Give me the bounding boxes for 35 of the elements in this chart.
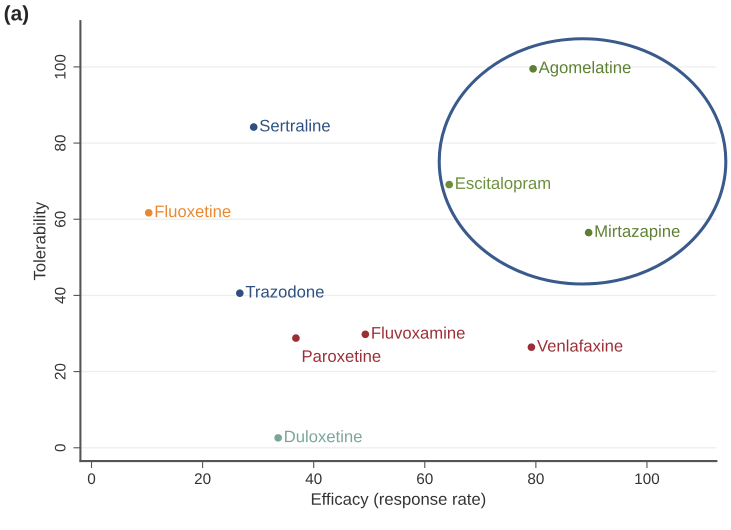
y-tick-label: 20 (54, 364, 66, 380)
x-tick-label: 40 (306, 473, 322, 484)
y-tick-label: 60 (54, 211, 66, 227)
x-tick-label: 0 (88, 473, 96, 484)
series-label: Sertraline (260, 119, 330, 132)
y-axis-title: Tolerability (33, 202, 49, 280)
y-tick-label: 80 (54, 135, 66, 151)
point (528, 343, 536, 352)
x-tick-label: 20 (194, 473, 211, 484)
point (445, 180, 454, 188)
x-axis-title: Efficacy (response rate) (312, 492, 486, 508)
series-label: Mirtazapine (596, 224, 680, 240)
x-tick-label: 100 (635, 473, 660, 484)
series-label: Venlafaxine (537, 339, 622, 352)
y-tick-label: 0 (54, 444, 66, 452)
point (584, 228, 592, 236)
point (362, 330, 370, 338)
chart-title: (a) (4, 5, 28, 25)
y-tick-label: 100 (54, 54, 66, 78)
point (292, 334, 300, 342)
series-label: Escitalopram (456, 176, 550, 192)
x-tick-label: 60 (417, 473, 433, 484)
series-label: Paroxetine (302, 350, 380, 362)
point (144, 208, 153, 217)
point (236, 289, 244, 297)
point (250, 123, 258, 131)
series-label: Fluoxetine (156, 205, 230, 218)
point (274, 434, 282, 442)
series-label: Duloxetine (285, 430, 362, 442)
point (529, 65, 537, 73)
series-label: Agomelatine (538, 61, 631, 77)
x-tick-label: 80 (528, 473, 544, 484)
series-label: Trazodone (246, 285, 324, 298)
y-tick-label: 40 (54, 288, 66, 304)
series-label: Fluvoxamine (372, 326, 465, 339)
